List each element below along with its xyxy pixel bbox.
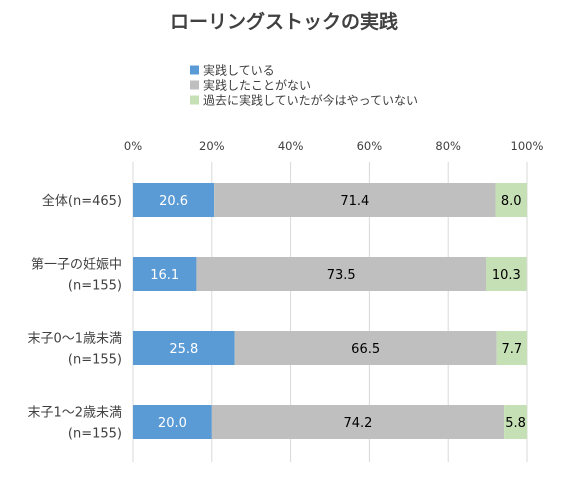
bar-segment <box>496 331 527 365</box>
legend-swatch <box>190 80 199 90</box>
legend-swatch <box>190 95 199 105</box>
data-label: 10.3 <box>492 268 521 283</box>
bar-segment <box>504 405 527 439</box>
bar-segment <box>196 257 487 291</box>
bar-segment <box>133 331 235 365</box>
bar-segment <box>133 183 215 217</box>
x-tick-label: 100% <box>511 139 544 153</box>
chart-title: ローリングストックの実践 <box>170 10 398 33</box>
x-tick-label: 40% <box>278 139 304 153</box>
data-label: 71.4 <box>340 194 369 209</box>
x-axis-ticks: 0% 20% 40% 60% 80% 100% <box>124 139 544 153</box>
bars: 20.6 71.4 8.0 16.1 73.5 10.3 25.8 66.5 7.7 20.0 74… <box>133 183 527 439</box>
x-tick-label: 80% <box>435 139 461 153</box>
data-label: 73.5 <box>327 268 356 283</box>
data-label: 20.6 <box>159 194 188 209</box>
data-label: 20.0 <box>158 416 187 431</box>
data-label: 7.7 <box>501 342 522 357</box>
legend-label: 実践している <box>203 63 275 78</box>
data-label: 66.5 <box>351 342 380 357</box>
data-label: 74.2 <box>343 416 372 431</box>
category-label: 第一子の妊娠中 <box>31 258 122 273</box>
legend-swatch <box>190 65 199 75</box>
data-label: 5.8 <box>505 416 526 431</box>
x-tick-label: 0% <box>124 139 142 153</box>
category-label: 末子0～1歳未満 <box>27 332 122 347</box>
bar-segment <box>486 257 527 291</box>
category-label: (n=155) <box>68 279 122 294</box>
x-tick-label: 20% <box>199 139 225 153</box>
bar-segment <box>133 257 197 291</box>
x-tick-label: 60% <box>357 139 383 153</box>
bar-segment <box>133 405 212 439</box>
data-label: 8.0 <box>501 194 522 209</box>
category-label: (n=155) <box>68 353 122 368</box>
bar-segment <box>234 331 497 365</box>
category-label: (n=155) <box>68 427 122 442</box>
category-labels: 全体(n=465) 第一子の妊娠中 (n=155) 末子0～1歳未満 (n=155) 末子… <box>27 193 122 442</box>
category-label: 全体(n=465) <box>42 193 122 209</box>
bar-segment <box>214 183 496 217</box>
legend-label: 過去に実践していたが今はやっていない <box>203 93 418 108</box>
data-label: 16.1 <box>150 268 179 283</box>
bar-segment <box>211 405 505 439</box>
bar-segment <box>495 183 527 217</box>
data-label: 25.8 <box>169 342 198 357</box>
category-label: 末子1～2歳未満 <box>27 406 122 421</box>
legend-label: 実践したことがない <box>203 78 311 93</box>
